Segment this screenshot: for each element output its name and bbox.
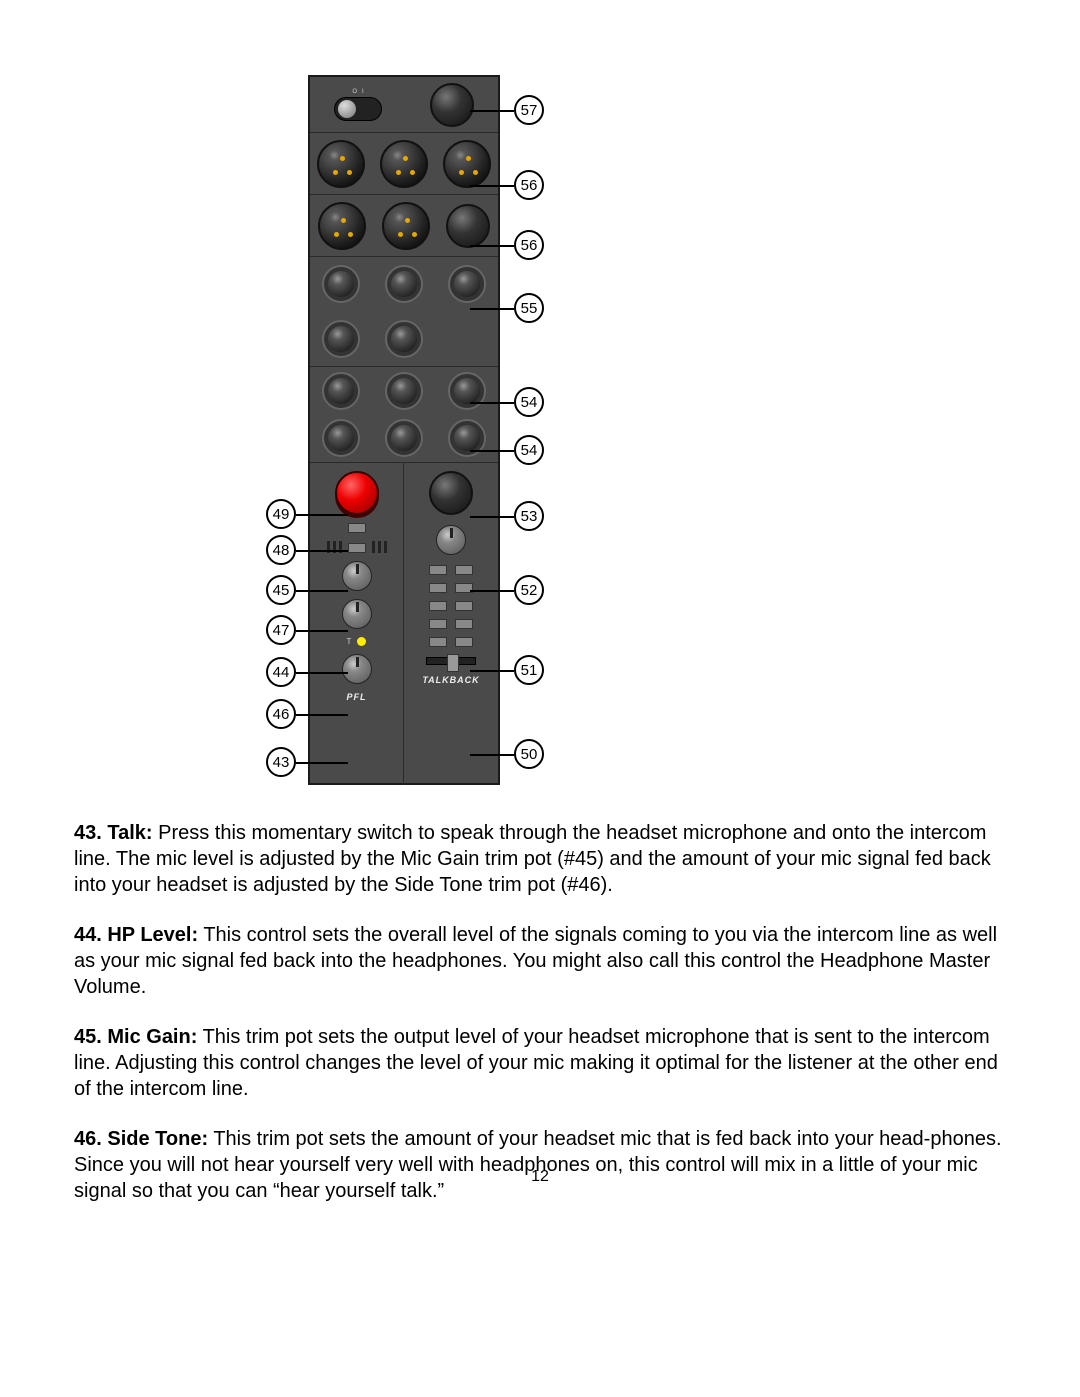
callout-43: 43: [266, 747, 296, 777]
leader-54: [470, 402, 514, 404]
leader-50: [470, 754, 514, 756]
leader-56: [470, 185, 514, 187]
callout-47: 47: [266, 615, 296, 645]
knob-44[interactable]: [342, 599, 372, 629]
xlr-56b-2[interactable]: [382, 202, 430, 250]
trs-55-2[interactable]: [385, 265, 423, 303]
trs-54b-2[interactable]: [385, 419, 423, 457]
power-switch[interactable]: [334, 97, 382, 121]
callout-53: 53: [514, 501, 544, 531]
label-44: 44. HP Level:: [74, 924, 198, 946]
trs-54a-1[interactable]: [322, 372, 360, 410]
sw-51-5[interactable]: [429, 601, 447, 611]
label-46: 46. Side Tone:: [74, 1128, 208, 1150]
switch-48[interactable]: [348, 523, 366, 533]
trs-54a-2[interactable]: [385, 372, 423, 410]
callout-49: 49: [266, 499, 296, 529]
leader-48: [296, 550, 348, 552]
sw-51-6[interactable]: [455, 601, 473, 611]
trs-55b-1[interactable]: [322, 320, 360, 358]
text-43: Press this momentary switch to speak thr…: [74, 822, 991, 896]
slider-50[interactable]: [426, 657, 476, 665]
leader-46: [296, 714, 348, 716]
callout-46: 46: [266, 699, 296, 729]
callout-50: 50: [514, 739, 544, 769]
diagram-area: O I: [0, 75, 1080, 795]
callout-56: 56: [514, 230, 544, 260]
callout-44: 44: [266, 657, 296, 687]
callout-54: 54: [514, 435, 544, 465]
callout-54: 54: [514, 387, 544, 417]
sw-51-3[interactable]: [429, 583, 447, 593]
leader-43: [296, 762, 348, 764]
para-46: 46. Side Tone: This trim pot sets the am…: [74, 1126, 1006, 1204]
trs-54b-1[interactable]: [322, 419, 360, 457]
leader-47: [296, 630, 348, 632]
leader-54: [470, 450, 514, 452]
red-button-49[interactable]: [335, 471, 379, 515]
knob-52[interactable]: [436, 525, 466, 555]
callout-57: 57: [514, 95, 544, 125]
callout-56: 56: [514, 170, 544, 200]
leader-44: [296, 672, 348, 674]
xlr-56b-1[interactable]: [318, 202, 366, 250]
callout-55: 55: [514, 293, 544, 323]
leader-52: [470, 590, 514, 592]
xlr-56a-2[interactable]: [380, 140, 428, 188]
sw-51-9[interactable]: [429, 637, 447, 647]
body-text: 43. Talk: Press this momentary switch to…: [74, 820, 1006, 1228]
trs-54a-3[interactable]: [448, 372, 486, 410]
trs-55-3[interactable]: [448, 265, 486, 303]
leader-57: [470, 110, 514, 112]
trs-55b-2[interactable]: [385, 320, 423, 358]
sw-51-8[interactable]: [455, 619, 473, 629]
para-43: 43. Talk: Press this momentary switch to…: [74, 820, 1006, 898]
callout-45: 45: [266, 575, 296, 605]
switch-45[interactable]: [348, 543, 366, 553]
leader-49: [296, 514, 348, 516]
xlr-57[interactable]: [430, 83, 474, 127]
sw-51-2[interactable]: [455, 565, 473, 575]
scale-45b: [372, 541, 387, 553]
para-45: 45. Mic Gain: This trim pot sets the out…: [74, 1024, 1006, 1102]
hardware-panel: O I: [308, 75, 500, 785]
xlr-56b-3[interactable]: [446, 204, 490, 248]
text-44: This control sets the overall level of t…: [74, 924, 997, 998]
power-label: O I: [352, 89, 363, 95]
page-number: 12: [0, 1168, 1080, 1186]
sw-51-7[interactable]: [429, 619, 447, 629]
trs-55-1[interactable]: [322, 265, 360, 303]
text-46: This trim pot sets the amount of your he…: [74, 1128, 1002, 1202]
knob-47[interactable]: [342, 561, 372, 591]
para-44: 44. HP Level: This control sets the over…: [74, 922, 1006, 1000]
talk-indicator-label: T: [347, 637, 352, 646]
yellow-led-icon: [357, 637, 366, 646]
label-45: 45. Mic Gain:: [74, 1026, 197, 1048]
footer-left-label: PFL: [347, 692, 367, 702]
xlr-53[interactable]: [429, 471, 473, 515]
sw-51-10[interactable]: [455, 637, 473, 647]
footer-right-label: TALKBACK: [422, 675, 479, 685]
xlr-56a-1[interactable]: [317, 140, 365, 188]
callout-51: 51: [514, 655, 544, 685]
leader-51: [470, 670, 514, 672]
callout-52: 52: [514, 575, 544, 605]
leader-56: [470, 245, 514, 247]
leader-45: [296, 590, 348, 592]
leader-53: [470, 516, 514, 518]
leader-55: [470, 308, 514, 310]
xlr-56a-3[interactable]: [443, 140, 491, 188]
sw-51-1[interactable]: [429, 565, 447, 575]
knob-43[interactable]: [342, 654, 372, 684]
label-43: 43. Talk:: [74, 822, 153, 844]
callout-48: 48: [266, 535, 296, 565]
text-45: This trim pot sets the output level of y…: [74, 1026, 998, 1100]
